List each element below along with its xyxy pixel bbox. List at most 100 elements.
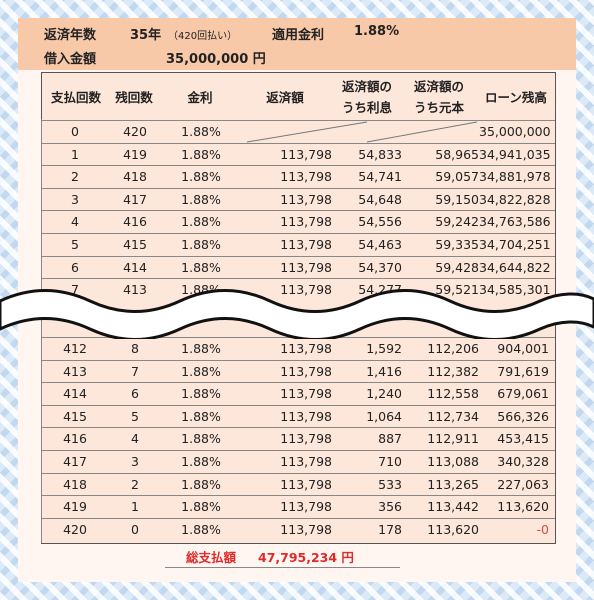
table-row: 415 5 1.88% 113,798 1,064 112,734 566,326 (42, 404, 555, 428)
table-row: 418 2 1.88% 113,798 533 113,265 227,063 (42, 472, 555, 496)
cell-rate: 1.88% (181, 386, 221, 402)
cell-interest: 1,064 (366, 408, 402, 424)
cell-payment-no: 7 (71, 282, 79, 298)
cell-rate: 1.88% (181, 341, 221, 356)
cell-principal: 113,442 (427, 499, 479, 515)
cell-principal: 112,558 (427, 386, 479, 402)
col-principal-line2: うち元本 (413, 100, 464, 115)
cell-interest: 54,741 (358, 169, 402, 185)
table-row: 413 7 1.88% 113,798 1,416 112,382 791,619 (42, 359, 555, 383)
cell-payment-no: 415 (63, 408, 87, 424)
col-payment-no: 支払回数 (50, 90, 101, 105)
cell-rate: 1.88% (181, 408, 221, 424)
col-rate: 金利 (187, 90, 213, 105)
cell-balance: -0 (536, 521, 549, 537)
cell-remaining: 4 (131, 431, 139, 447)
cell-payment: 113,798 (280, 408, 332, 424)
col-principal-line1: 返済額の (413, 79, 464, 94)
cell-principal: 112,206 (427, 341, 479, 356)
cell-rate: 1.88% (181, 259, 221, 275)
cell-payment-no: 3 (71, 191, 79, 207)
cell-principal: 58,965 (435, 146, 479, 162)
table-row: 5 415 1.88% 113,798 54,463 59,335 34,704,251 (42, 233, 555, 256)
cell-payment-no: 0 (71, 124, 79, 139)
cell-payment: 113,798 (280, 237, 332, 252)
cell-payment-no: 412 (63, 341, 87, 356)
cell-remaining: 2 (131, 476, 139, 492)
cell-payment-no: 5 (71, 237, 79, 252)
cell-balance: 34,704,251 (479, 237, 551, 252)
cell-remaining: 3 (131, 454, 139, 469)
table-row: 4 416 1.88% 113,798 54,556 59,242 34,763,586 (42, 210, 555, 233)
cell-remaining: 6 (131, 386, 139, 402)
table-row: 417 3 1.88% 113,798 710 113,088 340,328 (42, 450, 555, 473)
cell-balance: 227,063 (497, 476, 549, 492)
cell-rate: 1.88% (181, 499, 221, 515)
col-interest-line2: うち利息 (341, 100, 392, 115)
cell-payment-no: 414 (63, 386, 87, 402)
table-row: 0 420 1.88% 35,000,000 (42, 120, 555, 143)
cell-balance: 453,415 (497, 431, 549, 447)
cell-principal: 113,088 (427, 454, 479, 469)
table-row: 1 419 1.88% 113,798 54,833 58,965 34,941,035 (42, 142, 555, 166)
cell-rate: 1.88% (181, 191, 221, 207)
cell-payment: 113,798 (280, 476, 332, 492)
term-value: 35年 (130, 28, 162, 43)
cell-interest: 54,833 (358, 146, 402, 162)
cell-payment-no: 416 (63, 431, 87, 447)
loan-summary-band (18, 18, 576, 70)
cell-interest: 54,370 (358, 259, 402, 275)
col-payment: 返済額 (266, 90, 304, 105)
cell-payment-no: 418 (63, 476, 87, 492)
cell-principal: 59,150 (435, 191, 479, 207)
cell-remaining: 413 (123, 282, 147, 298)
cell-payment: 113,798 (280, 386, 332, 402)
cell-rate: 1.88% (181, 237, 221, 252)
cell-balance: 34,763,586 (479, 214, 551, 230)
cell-balance: 34,941,035 (479, 146, 551, 162)
cell-interest: 1,240 (366, 386, 402, 402)
row0-diagonal-lines (247, 121, 477, 143)
term-note: （420回払い） (168, 31, 238, 42)
cell-remaining: 7 (131, 363, 139, 379)
cell-balance: 904,001 (497, 341, 549, 356)
cell-remaining: 415 (123, 237, 147, 252)
cell-balance: 34,881,978 (479, 169, 551, 185)
cell-payment-no: 417 (63, 454, 87, 469)
cell-payment: 113,798 (280, 431, 332, 447)
cell-rate: 1.88% (181, 431, 221, 447)
cell-rate: 1.88% (181, 169, 221, 185)
cell-interest: 356 (378, 499, 402, 515)
table-row: 412 8 1.88% 113,798 1,592 112,206 904,001 (42, 337, 555, 360)
cell-remaining: 417 (123, 191, 147, 207)
cell-rate: 1.88% (181, 214, 221, 230)
cell-balance: 34,585,301 (479, 282, 551, 298)
total-label: 総支払額 (186, 550, 237, 565)
cell-remaining: 419 (123, 146, 147, 162)
cell-payment: 113,798 (280, 363, 332, 379)
table-row: 7 413 1.88% 113,798 54,277 59,521 34,585,301 (42, 278, 555, 301)
cell-payment-no: 419 (63, 499, 87, 515)
cell-interest: 54,463 (358, 237, 402, 252)
cell-balance: 34,822,828 (479, 191, 551, 207)
cell-payment-no: 1 (71, 146, 79, 162)
rate-value: 1.88% (354, 24, 400, 39)
table-row: 416 4 1.88% 113,798 887 112,911 453,415 (42, 427, 555, 450)
col-remaining: 残回数 (115, 90, 153, 105)
cell-interest: 533 (378, 476, 402, 492)
cell-payment: 113,798 (280, 191, 332, 207)
cell-principal: 113,265 (427, 476, 479, 492)
cell-payment: 113,798 (280, 259, 332, 275)
cell-payment-no: 6 (71, 259, 79, 275)
col-balance: ローン残高 (485, 90, 547, 105)
col-interest-line1: 返済額の (341, 79, 392, 94)
cell-interest: 887 (378, 431, 402, 447)
table-row: 3 417 1.88% 113,798 54,648 59,150 34,822,828 (42, 187, 555, 211)
cell-balance: 566,326 (497, 408, 549, 424)
cell-balance: 35,000,000 (479, 124, 551, 139)
total-underline (165, 567, 400, 568)
cell-balance: 679,061 (497, 386, 549, 402)
cell-remaining: 1 (131, 499, 139, 515)
cell-balance: 34,644,822 (479, 259, 551, 275)
cell-rate: 1.88% (181, 521, 221, 537)
